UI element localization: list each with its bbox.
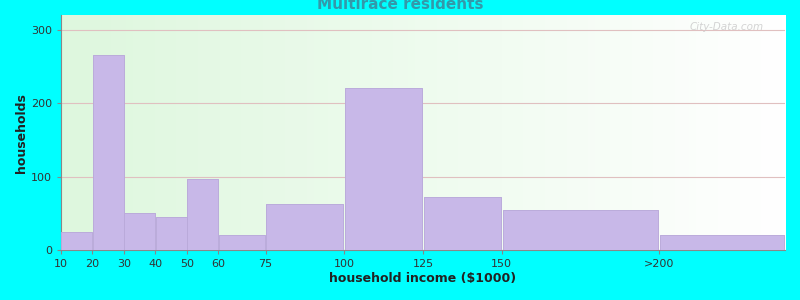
Bar	[219, 236, 265, 250]
Bar	[424, 197, 501, 250]
Bar	[660, 236, 784, 250]
Bar	[93, 56, 123, 250]
Bar	[124, 213, 155, 250]
Bar	[503, 210, 658, 250]
Bar	[266, 204, 343, 250]
Bar	[660, 236, 784, 250]
Bar	[187, 179, 218, 250]
Bar	[345, 88, 422, 250]
Bar	[156, 217, 186, 250]
Bar	[62, 232, 92, 250]
X-axis label: household income ($1000): household income ($1000)	[330, 272, 517, 285]
Text: City-Data.com: City-Data.com	[689, 22, 763, 32]
Y-axis label: households: households	[15, 93, 28, 172]
Bar	[62, 232, 92, 250]
Bar	[424, 197, 501, 250]
Bar	[124, 213, 155, 250]
Bar	[219, 236, 265, 250]
Text: Multirace residents: Multirace residents	[317, 0, 483, 12]
Bar	[187, 179, 218, 250]
Bar	[503, 210, 658, 250]
Bar	[156, 217, 186, 250]
Bar	[345, 88, 422, 250]
Bar	[266, 204, 343, 250]
Bar	[93, 56, 123, 250]
